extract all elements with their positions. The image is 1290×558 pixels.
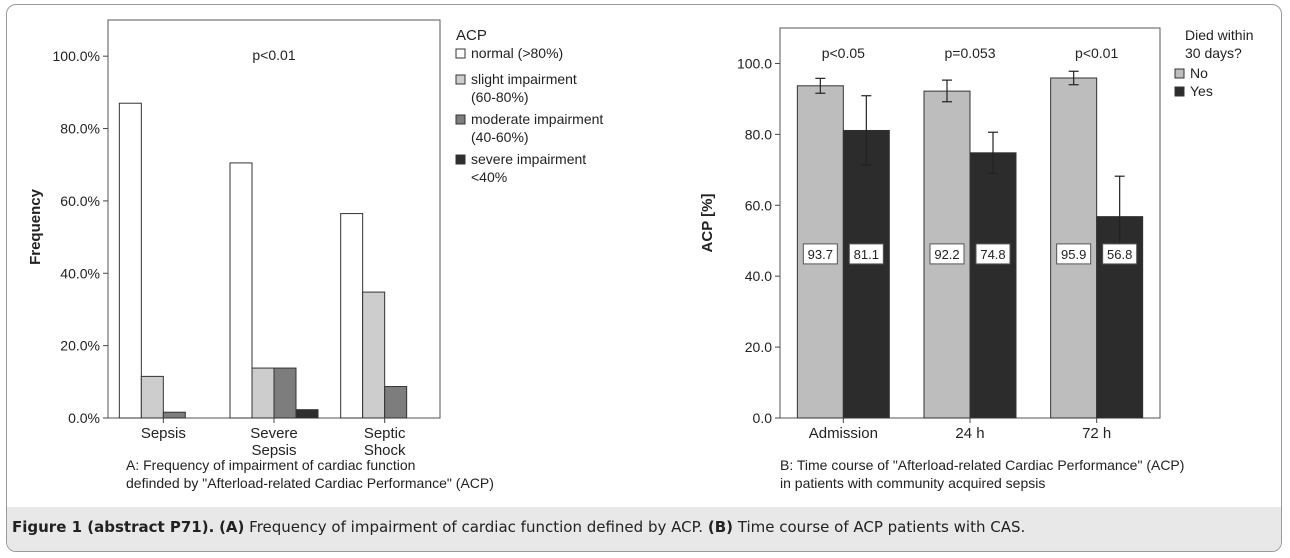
chart-a-subtitle: definded by "Afterload-related Cardiac P…: [126, 475, 494, 491]
chart-a-x-tick-label: Shock: [364, 442, 406, 459]
chart-a-legend-label: <40%: [471, 169, 507, 185]
caption-band: [7, 507, 1281, 551]
chart-b-data-label: 95.9: [1061, 247, 1086, 262]
chart-b-p-value: p<0.01: [1075, 45, 1118, 61]
chart-b-data-label: 92.2: [934, 247, 959, 262]
chart-a-y-tick-label: 100.0%: [53, 48, 100, 64]
chart-a-legend-label: severe impairment: [471, 151, 586, 167]
chart-a-legend-label: normal (>80%): [471, 45, 563, 61]
chart-b-y-tick-label: 20.0: [745, 339, 772, 355]
chart-b-y-tick-label: 100.0: [737, 55, 772, 71]
chart-a-bar: [118, 102, 142, 419]
chart-b-data-label-box: [802, 243, 838, 265]
chart-a-x-tick-label: Severe: [250, 425, 298, 442]
figure-caption: Figure 1 (abstract P71). (A) Frequency o…: [12, 518, 1025, 536]
chart-b-legend-label: Yes: [1190, 83, 1213, 99]
chart-b-y-tick-label: 80.0: [745, 126, 772, 142]
chart-b-data-label: 93.7: [808, 247, 833, 262]
chart-a-y-tick-label: 60.0%: [60, 193, 100, 209]
chart-a-bar: [384, 386, 408, 419]
chart-a-bar: [162, 411, 186, 419]
caption-b-marker: (B): [707, 518, 733, 536]
chart-b-y-tick-label: 0.0: [753, 410, 773, 426]
caption-a-marker: (A): [219, 518, 245, 536]
chart-b-y-tick-label: 40.0: [745, 268, 772, 284]
chart-b-x-tick-label: Admission: [809, 425, 878, 442]
chart-a-x-tick-label: Sepsis: [141, 425, 186, 442]
chart-b-subtitle: B: Time course of "Afterload-related Car…: [780, 457, 1184, 473]
caption-b-text: Time course of ACP patients with CAS.: [733, 518, 1026, 536]
chart-b-x-tick-label: 24 h: [955, 425, 984, 442]
chart-a-bar: [273, 367, 297, 419]
chart-a-legend-title: ACP: [456, 27, 487, 44]
chart-a-bar: [140, 375, 164, 419]
chart-a-y-tick-label: 80.0%: [60, 121, 100, 137]
chart-a-x-tick-label: Septic: [364, 425, 406, 442]
chart-b-subtitle: in patients with community acquired seps…: [780, 475, 1045, 491]
chart-a-y-axis-label: Frequency: [27, 188, 44, 265]
chart-a-y-tick-label: 40.0%: [60, 265, 100, 281]
chart-b-legend-title: Died within: [1185, 27, 1253, 43]
chart-b-p-value: p=0.053: [945, 45, 996, 61]
chart-a-y-tick-label: 0.0%: [68, 410, 100, 426]
chart-b-data-label-box: [975, 243, 1011, 265]
figure-frame: [6, 4, 1282, 552]
caption-a-text: Frequency of impairment of cardiac funct…: [244, 518, 708, 536]
chart-a-legend-swatch: [455, 114, 466, 125]
chart-b-y-axis-label: ACP [%]: [699, 194, 716, 253]
chart-b-legend-swatch: [1174, 68, 1185, 79]
chart-b-bar: [842, 129, 890, 419]
chart-b-data-label: 81.1: [854, 247, 879, 262]
chart-a-subtitle: A: Frequency of impairment of cardiac fu…: [126, 457, 415, 473]
chart-b-legend-swatch: [1174, 86, 1185, 97]
chart-b-y-tick-label: 60.0: [745, 197, 772, 213]
chart-a-legend-label: slight impairment: [471, 71, 577, 87]
chart-b-data-label: 74.8: [980, 247, 1005, 262]
caption-label: Figure 1 (abstract P71).: [12, 518, 215, 536]
chart-a-y-tick-label: 20.0%: [60, 338, 100, 354]
chart-b-x-tick-label: 72 h: [1082, 425, 1111, 442]
chart-a-bar: [229, 162, 253, 419]
chart-b-p-value: p<0.05: [822, 45, 865, 61]
chart-b-bar: [969, 152, 1017, 419]
chart-b-data-label: 56.8: [1107, 247, 1132, 262]
chart-b-data-label-box: [1056, 243, 1092, 265]
chart-a-bar: [340, 213, 364, 419]
chart-a-legend-label: (60-80%): [471, 89, 529, 105]
chart-b-legend-label: No: [1190, 65, 1208, 81]
chart-a-legend-label: moderate impairment: [471, 111, 603, 127]
chart-a-legend-label: (40-60%): [471, 129, 529, 145]
chart-a-legend-swatch: [455, 154, 466, 165]
chart-b-legend-title: 30 days?: [1185, 45, 1242, 61]
chart-b-data-label-box: [1102, 243, 1138, 265]
chart-a-legend-swatch: [455, 74, 466, 85]
chart-a-x-tick-label: Sepsis: [251, 442, 296, 459]
chart-b-data-label-box: [929, 243, 965, 265]
chart-a-plot-area: [107, 19, 441, 419]
chart-a-bar: [362, 291, 386, 419]
chart-a-bar: [251, 367, 275, 419]
chart-a-bar: [295, 409, 319, 419]
chart-b-data-label-box: [848, 243, 884, 265]
chart-a-p-value: p<0.01: [252, 47, 295, 63]
chart-a-legend-swatch: [455, 48, 466, 59]
